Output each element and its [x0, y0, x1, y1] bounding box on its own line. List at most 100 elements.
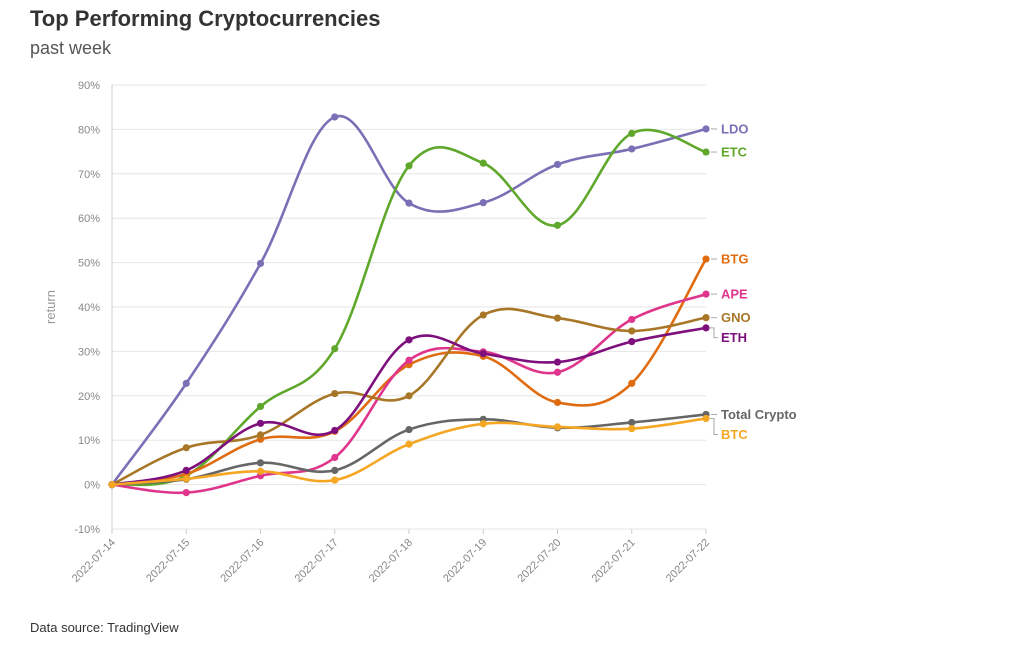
data-point-ape[interactable]	[182, 488, 190, 497]
end-label-ldo: LDO	[711, 121, 748, 136]
data-point-ldo[interactable]	[702, 125, 710, 133]
x-tick-label: 2022-07-22	[664, 537, 712, 585]
data-point-gno[interactable]	[256, 431, 265, 439]
series-label-total-crypto: Total Crypto	[721, 407, 797, 422]
series-label-btg: BTG	[721, 252, 748, 267]
end-labels: LDO ETC BTG APE GNO ETH Total Crypto BTC	[710, 121, 797, 442]
data-point-gno[interactable]	[405, 392, 413, 400]
data-point-ldo[interactable]	[553, 160, 562, 169]
end-label-btc: BTC	[710, 417, 748, 442]
data-point-btc[interactable]	[479, 420, 487, 428]
end-label-eth: ETH	[710, 327, 747, 345]
label-connector	[710, 327, 718, 339]
data-point-ldo[interactable]	[182, 379, 190, 387]
data-point-btc[interactable]	[628, 425, 636, 433]
data-point-etc[interactable]	[331, 345, 339, 353]
data-point-btc[interactable]	[405, 440, 413, 448]
data-point-btc[interactable]	[553, 423, 562, 431]
data-point-eth[interactable]	[405, 336, 413, 344]
y-tick-label: 30%	[78, 346, 100, 358]
y-axis: -10% 0% 10% 20% 30% 40% 50% 60% 70% 80% 90%	[74, 80, 100, 536]
data-point-gno[interactable]	[479, 311, 487, 319]
data-point-btg[interactable]	[553, 398, 562, 407]
x-tick-label: 2022-07-17	[293, 537, 341, 585]
data-point-eth[interactable]	[331, 426, 339, 435]
data-point-eth[interactable]	[628, 338, 636, 346]
y-tick-label: 80%	[78, 124, 100, 136]
series-label-ldo: LDO	[721, 121, 748, 136]
data-point-btc[interactable]	[108, 481, 116, 489]
data-point-ape[interactable]	[628, 315, 636, 324]
data-point-gno[interactable]	[331, 389, 339, 398]
data-point-ldo[interactable]	[256, 259, 265, 268]
data-point-btg[interactable]	[628, 379, 636, 387]
data-point-etc[interactable]	[479, 159, 487, 167]
data-point-btc[interactable]	[702, 414, 710, 423]
data-point-btg[interactable]	[702, 255, 710, 263]
series-label-ape: APE	[721, 287, 748, 302]
data-point-eth[interactable]	[479, 350, 487, 358]
data-point-ldo[interactable]	[628, 145, 636, 153]
y-tick-label: 20%	[78, 391, 100, 403]
y-tick-label: 50%	[78, 258, 100, 270]
x-tick-label: 2022-07-16	[218, 537, 266, 585]
data-point-etc[interactable]	[702, 148, 710, 156]
data-point-eth[interactable]	[182, 466, 190, 474]
x-tick-label: 2022-07-21	[590, 537, 638, 585]
data-point-ape[interactable]	[405, 356, 413, 364]
chart-title: Top Performing Cryptocurrencies	[30, 6, 381, 31]
label-connector	[710, 417, 718, 435]
y-tick-label: 60%	[78, 213, 100, 225]
end-label-gno: GNO	[711, 310, 751, 325]
y-tick-label: 70%	[78, 169, 100, 181]
data-point-gno[interactable]	[182, 444, 190, 452]
series-gno	[108, 307, 710, 489]
series-label-btc: BTC	[721, 427, 748, 442]
data-point-btc[interactable]	[256, 467, 265, 475]
data-point-btc[interactable]	[331, 476, 339, 484]
data-point-ldo[interactable]	[405, 199, 413, 207]
series-etc	[108, 128, 710, 489]
chart-subtitle: past week	[30, 38, 112, 58]
data-point-ape[interactable]	[702, 290, 710, 298]
series-btc	[108, 414, 710, 489]
series-ldo	[108, 113, 710, 489]
x-tick-label: 2022-07-19	[441, 537, 489, 585]
data-point-ape[interactable]	[331, 453, 339, 462]
y-tick-label: 10%	[78, 435, 100, 447]
data-point-btc[interactable]	[182, 475, 190, 483]
series-line-btg	[110, 257, 708, 486]
data-point-ape[interactable]	[553, 368, 562, 376]
data-point-total-crypto[interactable]	[405, 425, 413, 434]
data-point-eth[interactable]	[553, 358, 562, 366]
data-point-total-crypto[interactable]	[256, 459, 265, 467]
series-line-eth	[110, 326, 708, 486]
data-point-eth[interactable]	[256, 419, 265, 427]
series	[108, 113, 710, 497]
data-point-etc[interactable]	[628, 129, 636, 137]
data-point-etc[interactable]	[553, 221, 562, 229]
x-tick-label: 2022-07-15	[144, 537, 192, 585]
data-point-eth[interactable]	[702, 324, 710, 332]
data-point-ldo[interactable]	[331, 113, 339, 121]
data-point-gno[interactable]	[702, 314, 710, 322]
end-label-ape: APE	[711, 287, 748, 302]
series-label-gno: GNO	[721, 310, 751, 325]
series-btg	[108, 255, 710, 489]
series-line-total-crypto	[110, 413, 708, 486]
series-label-etc: ETC	[721, 145, 748, 160]
end-label-etc: ETC	[711, 145, 748, 160]
end-label-btg: BTG	[711, 252, 748, 267]
data-point-etc[interactable]	[405, 162, 413, 170]
data-point-etc[interactable]	[256, 402, 265, 411]
data-point-ldo[interactable]	[479, 199, 487, 207]
y-tick-label: 0%	[84, 480, 100, 492]
data-point-gno[interactable]	[628, 327, 636, 335]
data-point-total-crypto[interactable]	[628, 418, 636, 427]
y-tick-label: 90%	[78, 80, 100, 92]
data-source-note: Data source: TradingView	[30, 620, 179, 635]
x-axis: 2022-07-14 2022-07-15 2022-07-16 2022-07-17…	[70, 529, 712, 585]
data-point-gno[interactable]	[553, 314, 562, 322]
data-point-total-crypto[interactable]	[331, 466, 339, 474]
